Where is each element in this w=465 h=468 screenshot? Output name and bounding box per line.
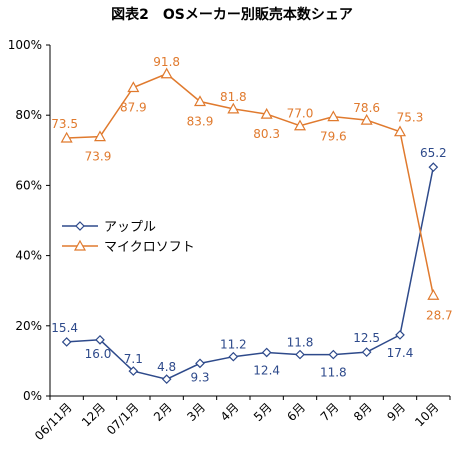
x-tick-label: 5月 xyxy=(251,400,275,424)
data-label-apple: 11.8 xyxy=(287,336,314,350)
legend-marker-diamond xyxy=(75,221,85,231)
series-layer xyxy=(60,67,440,385)
data-point-microsoft xyxy=(260,107,273,119)
data-label-microsoft: 83.9 xyxy=(187,115,214,129)
data-point-microsoft xyxy=(427,289,440,300)
data-point-microsoft xyxy=(393,125,407,137)
y-tick-label: 100% xyxy=(8,38,42,52)
x-tick-label: 2月 xyxy=(151,400,175,424)
data-labels: 15.4 16.0 7.1 4.8 9.3 11.2 12.4 11.8 11.8 12.5 17.… xyxy=(51,55,452,385)
y-tick-label: 40% xyxy=(15,249,42,263)
x-tick-label: 9月 xyxy=(384,400,408,424)
legend-marker-triangle xyxy=(73,239,87,251)
data-label-apple: 11.2 xyxy=(220,338,247,352)
data-point-microsoft xyxy=(60,131,73,143)
data-label-microsoft: 77.0 xyxy=(287,107,314,121)
data-point-apple xyxy=(228,351,239,362)
data-label-apple: 11.8 xyxy=(320,366,347,380)
series-line-microsoft xyxy=(66,72,435,296)
data-point-apple xyxy=(95,334,105,345)
data-label-apple: 7.1 xyxy=(124,352,143,366)
legend-label: マイクロソフト xyxy=(104,240,195,255)
data-point-microsoft xyxy=(327,110,340,122)
x-tick-label: 8月 xyxy=(351,400,375,424)
x-tick-label: 7月 xyxy=(318,400,342,424)
data-label-apple: 9.3 xyxy=(190,370,209,384)
data-label-microsoft: 75.3 xyxy=(397,111,424,125)
data-label-apple: 65.2 xyxy=(420,146,447,160)
data-label-microsoft: 73.5 xyxy=(51,117,78,131)
data-label-microsoft: 28.7 xyxy=(426,308,453,322)
data-point-apple xyxy=(428,162,439,172)
data-label-microsoft: 80.3 xyxy=(253,127,280,141)
data-point-microsoft xyxy=(193,95,207,107)
y-tick-label: 60% xyxy=(15,178,42,192)
data-label-microsoft: 87.9 xyxy=(120,100,147,114)
data-point-microsoft xyxy=(93,130,107,142)
x-tick-label: 3月 xyxy=(184,400,208,424)
data-label-microsoft: 79.6 xyxy=(320,130,347,144)
data-point-microsoft xyxy=(360,113,373,125)
data-point-apple xyxy=(395,330,405,340)
data-point-apple xyxy=(361,347,372,357)
x-tick-label: 6月 xyxy=(284,400,308,424)
series-line-apple xyxy=(66,166,435,380)
data-point-apple xyxy=(295,349,305,360)
x-tick-label: 07/1月 xyxy=(104,400,141,437)
x-tick-label: 4月 xyxy=(218,400,242,424)
data-label-microsoft: 73.9 xyxy=(85,150,112,164)
data-label-apple: 12.4 xyxy=(253,363,280,377)
chart-title: 図表2 OSメーカー別販売本数シェア xyxy=(111,6,353,23)
y-tick-label: 0% xyxy=(23,389,42,403)
data-label-apple: 17.4 xyxy=(387,346,414,360)
data-label-apple: 4.8 xyxy=(157,360,176,374)
data-point-apple xyxy=(128,366,139,376)
data-point-apple xyxy=(161,374,172,385)
x-tick-label: 10月 xyxy=(412,400,441,429)
data-point-microsoft xyxy=(127,81,140,93)
x-tick-label: 06/11月 xyxy=(32,400,75,443)
data-label-apple: 12.5 xyxy=(353,331,380,345)
data-point-apple xyxy=(261,347,272,358)
data-label-microsoft: 91.8 xyxy=(153,55,180,69)
data-point-microsoft xyxy=(160,67,173,79)
x-tick-label: 12月 xyxy=(79,400,108,429)
y-tick-label: 80% xyxy=(15,108,42,122)
data-point-apple xyxy=(328,349,339,360)
data-point-microsoft xyxy=(293,119,307,131)
data-label-microsoft: 81.8 xyxy=(220,90,247,104)
data-point-apple xyxy=(61,337,72,347)
data-point-apple xyxy=(195,358,205,369)
legend-label: アップル xyxy=(104,220,156,235)
y-tick-label: 20% xyxy=(15,319,42,333)
data-label-apple: 15.4 xyxy=(51,321,78,335)
data-label-microsoft: 78.6 xyxy=(353,101,380,115)
data-label-apple: 16.0 xyxy=(85,347,112,361)
data-point-microsoft xyxy=(227,102,240,114)
